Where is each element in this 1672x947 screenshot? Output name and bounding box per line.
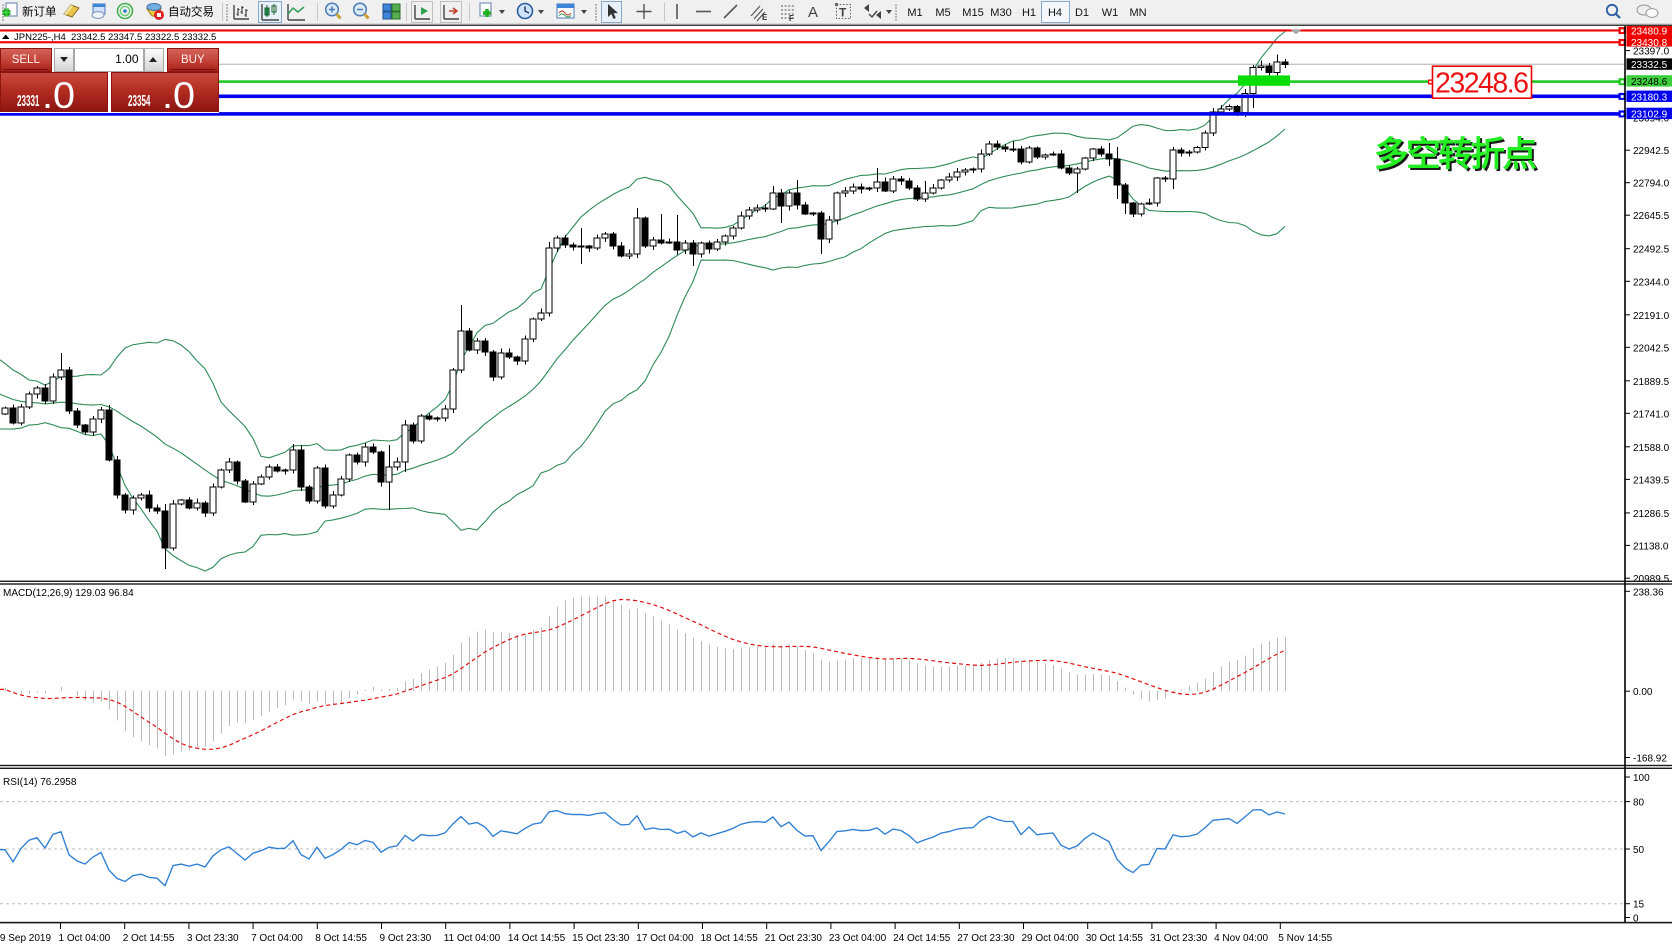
svg-text:8 Oct 14:55: 8 Oct 14:55 bbox=[315, 933, 367, 944]
svg-text:3 Oct 23:30: 3 Oct 23:30 bbox=[187, 933, 239, 944]
svg-text:多空转折点: 多空转折点 bbox=[1374, 136, 1537, 174]
svg-text:27 Oct 23:30: 27 Oct 23:30 bbox=[957, 933, 1015, 944]
svg-text:20989.5: 20989.5 bbox=[1633, 574, 1670, 585]
svg-text:14 Oct 14:55: 14 Oct 14:55 bbox=[508, 933, 566, 944]
svg-text:22042.5: 22042.5 bbox=[1633, 343, 1670, 354]
svg-text:5 Nov 14:55: 5 Nov 14:55 bbox=[1278, 933, 1332, 944]
svg-text:17 Oct 04:00: 17 Oct 04:00 bbox=[636, 933, 694, 944]
svg-text:MN: MN bbox=[1129, 7, 1146, 19]
svg-text:22794.0: 22794.0 bbox=[1633, 179, 1670, 190]
svg-text:E: E bbox=[762, 13, 768, 22]
svg-text:2 Oct 14:55: 2 Oct 14:55 bbox=[123, 933, 175, 944]
svg-text:23480.9: 23480.9 bbox=[1631, 27, 1668, 38]
svg-text:21741.0: 21741.0 bbox=[1633, 409, 1670, 420]
svg-text:23102.9: 23102.9 bbox=[1631, 110, 1668, 121]
svg-text:H1: H1 bbox=[1022, 7, 1036, 19]
svg-text:MACD(12,26,9) 129.03 96.84: MACD(12,26,9) 129.03 96.84 bbox=[3, 588, 134, 599]
svg-text:11 Oct 04:00: 11 Oct 04:00 bbox=[444, 933, 501, 944]
svg-text:23248.6: 23248.6 bbox=[1435, 67, 1529, 99]
svg-text:7 Oct 04:00: 7 Oct 04:00 bbox=[251, 933, 303, 944]
svg-text:22191.0: 22191.0 bbox=[1633, 311, 1670, 322]
svg-text:22645.5: 22645.5 bbox=[1633, 211, 1670, 222]
svg-text:80: 80 bbox=[1633, 798, 1645, 809]
svg-text:23397.0: 23397.0 bbox=[1633, 47, 1670, 58]
svg-text:M5: M5 bbox=[935, 7, 950, 19]
svg-text:D1: D1 bbox=[1075, 7, 1089, 19]
svg-text:23 Oct 04:00: 23 Oct 04:00 bbox=[829, 933, 887, 944]
svg-text:22942.5: 22942.5 bbox=[1633, 146, 1670, 157]
svg-text:30 Oct 14:55: 30 Oct 14:55 bbox=[1086, 933, 1144, 944]
svg-text:RSI(14) 76.2958: RSI(14) 76.2958 bbox=[3, 777, 77, 788]
svg-text:M1: M1 bbox=[907, 7, 922, 19]
svg-text:29 Oct 04:00: 29 Oct 04:00 bbox=[1022, 933, 1080, 944]
svg-text:21588.0: 21588.0 bbox=[1633, 443, 1670, 454]
svg-text:23248.6: 23248.6 bbox=[1631, 77, 1668, 88]
svg-text:多空转折点: 多空转折点 bbox=[1376, 138, 1539, 176]
svg-text:23430.8: 23430.8 bbox=[1631, 38, 1668, 49]
svg-text:29 Sep 2019: 29 Sep 2019 bbox=[0, 933, 51, 944]
svg-text:24 Oct 14:55: 24 Oct 14:55 bbox=[893, 933, 951, 944]
svg-text:21 Oct 23:30: 21 Oct 23:30 bbox=[765, 933, 823, 944]
svg-text:-168.92: -168.92 bbox=[1633, 754, 1667, 765]
svg-text:21286.5: 21286.5 bbox=[1633, 509, 1670, 520]
svg-text:新订单: 新订单 bbox=[22, 5, 57, 19]
svg-text:M30: M30 bbox=[990, 7, 1011, 19]
svg-text:50: 50 bbox=[1633, 845, 1645, 856]
svg-text:23180.3: 23180.3 bbox=[1631, 92, 1668, 103]
svg-text:M15: M15 bbox=[962, 7, 983, 19]
svg-text:H4: H4 bbox=[1048, 7, 1062, 19]
svg-text:21138.0: 21138.0 bbox=[1633, 541, 1669, 552]
svg-text:自动交易: 自动交易 bbox=[168, 5, 214, 19]
svg-text:0.00: 0.00 bbox=[1633, 687, 1653, 698]
svg-text:W1: W1 bbox=[1102, 7, 1119, 19]
svg-text:23332.5: 23332.5 bbox=[1631, 60, 1668, 71]
svg-text:1 Oct 04:00: 1 Oct 04:00 bbox=[59, 933, 111, 944]
svg-text:15: 15 bbox=[1633, 900, 1645, 911]
svg-text:4 Nov 04:00: 4 Nov 04:00 bbox=[1214, 933, 1268, 944]
svg-text:21889.5: 21889.5 bbox=[1633, 377, 1670, 388]
svg-text:21439.5: 21439.5 bbox=[1633, 475, 1670, 486]
svg-text:15 Oct 23:30: 15 Oct 23:30 bbox=[572, 933, 630, 944]
svg-text:T: T bbox=[839, 6, 847, 20]
svg-text:22492.5: 22492.5 bbox=[1633, 245, 1670, 256]
svg-text:22344.0: 22344.0 bbox=[1633, 277, 1670, 288]
svg-text:F: F bbox=[789, 14, 794, 23]
svg-text:238.36: 238.36 bbox=[1633, 587, 1664, 598]
svg-text:A: A bbox=[808, 4, 818, 21]
svg-text:31 Oct 23:30: 31 Oct 23:30 bbox=[1150, 933, 1208, 944]
svg-text:0: 0 bbox=[1633, 914, 1639, 925]
svg-text:JPN225-,H4 23342.5 23347.5 23: JPN225-,H4 23342.5 23347.5 23322.5 23332… bbox=[14, 32, 216, 43]
svg-text:9 Oct 23:30: 9 Oct 23:30 bbox=[380, 933, 432, 944]
svg-text:18 Oct 14:55: 18 Oct 14:55 bbox=[701, 933, 759, 944]
svg-text:100: 100 bbox=[1633, 773, 1650, 784]
